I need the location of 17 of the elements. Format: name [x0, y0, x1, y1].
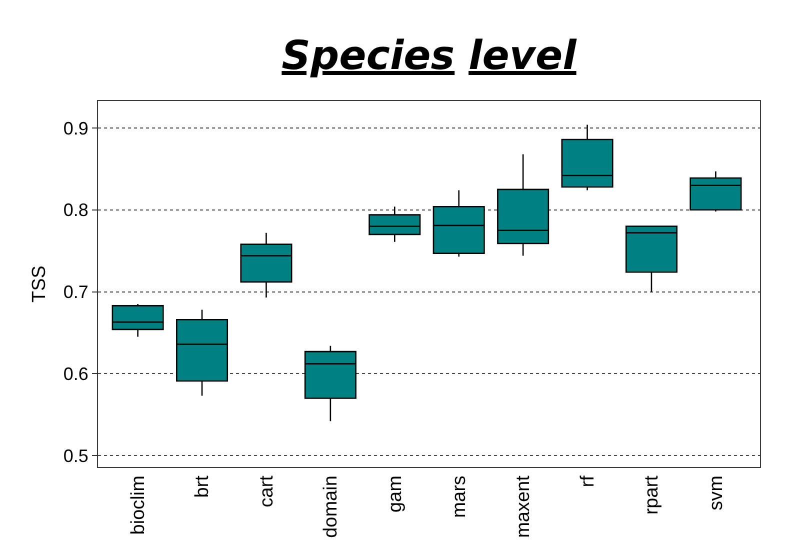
y-tick-label: 0.7 [63, 282, 88, 302]
x-tick-label: gam [384, 476, 406, 513]
x-tick-label: brt [192, 474, 214, 498]
y-tick-label: 0.9 [63, 118, 88, 138]
x-tick-label: domain [320, 476, 342, 538]
y-tick-label: 0.5 [63, 446, 88, 466]
y-tick-label: 0.8 [63, 200, 88, 220]
x-tick-label: bioclim [128, 476, 149, 535]
x-tick-label: rf [577, 474, 598, 488]
chart-title: Species level [282, 33, 578, 79]
x-tick-label: maxent [513, 474, 534, 538]
y-axis-title: TSS [29, 266, 50, 302]
x-tick-label: mars [449, 476, 470, 518]
x-tick-label: cart [256, 474, 278, 508]
x-tick-label: rpart [642, 474, 663, 515]
y-tick-label: 0.6 [63, 364, 88, 384]
x-tick-label: svm [706, 476, 727, 510]
